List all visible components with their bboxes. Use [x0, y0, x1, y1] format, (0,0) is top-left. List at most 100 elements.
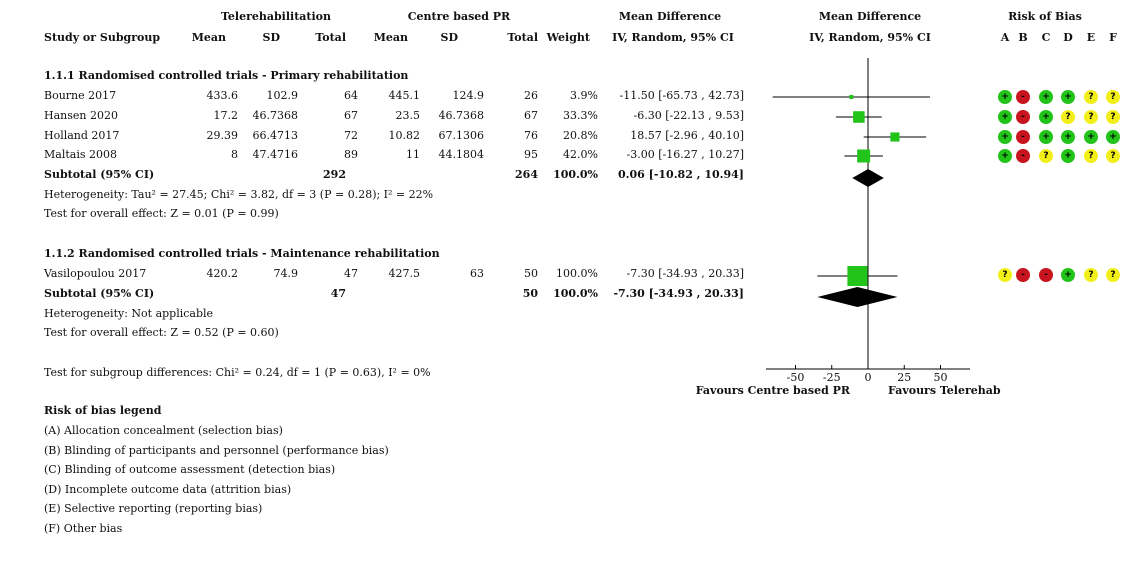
weight-value: 42.0%: [563, 148, 598, 161]
mean1-header: Mean: [191, 31, 226, 44]
total2-value: 67: [524, 109, 538, 122]
sd2-value: 67.1306: [438, 129, 485, 142]
study-name: Hansen 2020: [44, 109, 118, 122]
legend-item: (E) Selective reporting (reporting bias): [44, 502, 263, 515]
high-risk-dot: -: [1016, 90, 1030, 104]
sd2-header: SD: [440, 31, 458, 44]
subgroup-title: 1.1.2 Randomised controlled trials - Mai…: [44, 247, 440, 260]
low-risk-dot: +: [1061, 130, 1075, 144]
x-tick-label: -50: [786, 371, 805, 384]
unclear-risk-dot: ?: [1106, 149, 1120, 163]
effect-square: [853, 111, 865, 123]
total2-header: Total: [507, 31, 538, 44]
low-risk-dot: +: [1039, 110, 1053, 124]
high-risk-dot: -: [1016, 149, 1030, 163]
ci-value: 18.57 [-2.96 , 40.10]: [630, 129, 744, 142]
mean2-value: 11: [406, 148, 420, 161]
mean1-value: 8: [231, 148, 238, 161]
unclear-risk-dot: ?: [1084, 90, 1098, 104]
low-risk-dot: +: [1084, 130, 1098, 144]
total2-value: 76: [524, 129, 538, 142]
md-plot-method-header: IV, Random, 95% CI: [809, 31, 931, 44]
x-tick-label: -25: [822, 371, 841, 384]
overall-effect: Test for overall effect: Z = 0.01 (P = 0…: [44, 207, 279, 220]
high-risk-dot: -: [1016, 110, 1030, 124]
high-risk-dot: -: [1016, 268, 1030, 282]
unclear-risk-dot: ?: [1039, 149, 1053, 163]
unclear-risk-dot: ?: [1084, 268, 1098, 282]
rob-header: Risk of Bias: [1008, 10, 1082, 23]
total1-value: 67: [344, 109, 358, 122]
study-name: Vasilopoulou 2017: [44, 267, 147, 280]
total1-value: 72: [344, 129, 358, 142]
study-name: Maltais 2008: [44, 148, 117, 161]
mean2-value: 23.5: [395, 109, 421, 122]
x-tick-label: 0: [864, 371, 872, 384]
total2-value: 50: [524, 267, 538, 280]
legend-item: (C) Blinding of outcome assessment (dete…: [44, 463, 336, 476]
subtotal-weight: 100.0%: [553, 168, 598, 181]
effect-square: [849, 95, 854, 99]
weight-header: Weight: [546, 31, 590, 44]
high-risk-dot: -: [1039, 268, 1053, 282]
rob-letter: E: [1086, 31, 1096, 44]
weight-value: 100.0%: [556, 267, 598, 280]
low-risk-dot: +: [998, 130, 1012, 144]
effect-square: [857, 149, 871, 163]
total2-value: 95: [524, 148, 538, 161]
md-plot-header: Mean Difference: [818, 10, 922, 23]
low-risk-dot: +: [1061, 149, 1075, 163]
weight-value: 33.3%: [563, 109, 598, 122]
low-risk-dot: +: [998, 149, 1012, 163]
subtotal-n1: 47: [330, 287, 346, 300]
subtotal-weight: 100.0%: [553, 287, 598, 300]
heterogeneity: Heterogeneity: Not applicable: [44, 307, 214, 320]
ci-value: -11.50 [-65.73 , 42.73]: [619, 89, 744, 102]
overall-effect: Test for overall effect: Z = 0.52 (P = 0…: [44, 326, 279, 339]
study-name: Holland 2017: [44, 129, 120, 142]
total1-value: 64: [344, 89, 358, 102]
subtotal-label: Subtotal (95% CI): [44, 287, 155, 300]
sd2-value: 46.7368: [438, 109, 485, 122]
x-tick-label: 25: [897, 371, 912, 384]
sd1-value: 66.4713: [252, 129, 299, 142]
total1-value: 89: [344, 148, 358, 161]
sd2-value: 124.9: [452, 89, 485, 102]
low-risk-dot: +: [1061, 268, 1075, 282]
unclear-risk-dot: ?: [1084, 149, 1098, 163]
legend-title: Risk of bias legend: [44, 404, 162, 417]
sd1-value: 47.4716: [252, 148, 299, 161]
mean2-header: Mean: [373, 31, 408, 44]
unclear-risk-dot: ?: [1106, 90, 1120, 104]
low-risk-dot: +: [1061, 90, 1075, 104]
total2-value: 26: [524, 89, 538, 102]
sd1-header: SD: [262, 31, 280, 44]
legend-item: (F) Other bias: [44, 521, 123, 535]
subtotal-ci: 0.06 [-10.82 , 10.94]: [618, 168, 744, 181]
high-risk-dot: -: [1016, 130, 1030, 144]
low-risk-dot: +: [1106, 130, 1120, 144]
weight-value: 3.9%: [570, 89, 598, 102]
low-risk-dot: +: [1039, 130, 1053, 144]
sd2-value: 63: [470, 267, 484, 280]
subtotal-n2: 264: [515, 168, 538, 181]
unclear-risk-dot: ?: [1106, 110, 1120, 124]
unclear-risk-dot: ?: [998, 268, 1012, 282]
total1-value: 47: [344, 267, 358, 280]
favours-left: Favours Centre based PR: [695, 384, 850, 397]
mean2-value: 10.82: [388, 129, 421, 142]
subtotal-diamond: [817, 287, 898, 307]
unclear-risk-dot: ?: [1106, 268, 1120, 282]
rob-letter: D: [1063, 31, 1073, 44]
heterogeneity: Heterogeneity: Tau² = 27.45; Chi² = 3.82…: [44, 188, 434, 201]
subtotal-n1: 292: [323, 168, 346, 181]
study-name: Bourne 2017: [44, 89, 117, 102]
ci-value: -6.30 [-22.13 , 9.53]: [633, 109, 744, 122]
subtotal-label: Subtotal (95% CI): [44, 168, 155, 181]
mean1-value: 433.6: [206, 89, 239, 102]
rob-letter: C: [1041, 31, 1051, 44]
md-header: Mean Difference: [618, 10, 722, 23]
favours-right: Favours Telerehab: [888, 384, 1001, 397]
effect-square: [847, 266, 868, 286]
